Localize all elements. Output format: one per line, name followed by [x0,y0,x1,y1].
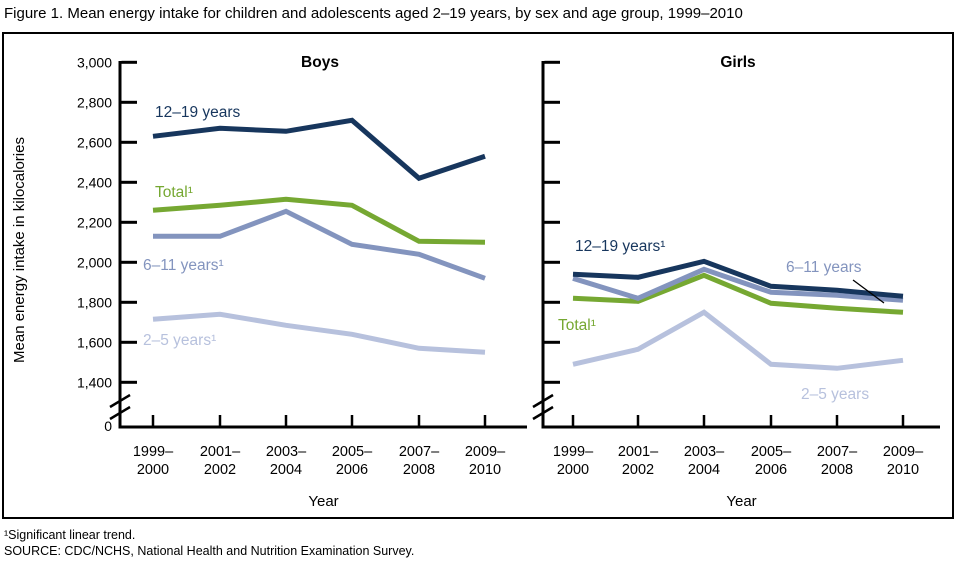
x-axis-title-girls: Year [726,493,757,510]
footnote-significant-trend: ¹Significant linear trend. [4,528,136,542]
figure-title: Figure 1. Mean energy intake for childre… [4,5,743,22]
x-axis-title-boys: Year [308,493,339,510]
footnote-source: SOURCE: CDC/NCHS, National Health and Nu… [4,544,415,558]
chart-border-box [2,32,954,519]
y-axis-title: Mean energy intake in kilocalories [11,137,28,363]
panel-title-boys: Boys [301,54,339,71]
panel-title-girls: Girls [720,54,756,71]
